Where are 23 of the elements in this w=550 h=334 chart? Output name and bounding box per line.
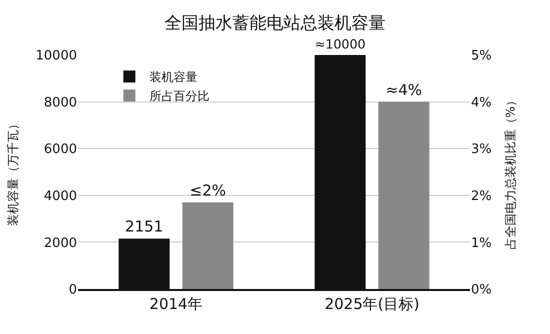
- data-label: ≤2%: [190, 181, 226, 200]
- y-tick-label: 4000: [44, 188, 77, 204]
- y-tick-label: 2000: [44, 236, 77, 251]
- legend-label: 装机容量: [149, 70, 198, 84]
- y2-tick-label: 2%: [471, 188, 492, 204]
- y-axis-title: 装机容量（万千瓦）: [6, 118, 20, 226]
- data-label: 2151: [125, 218, 164, 236]
- data-label: ≈4%: [386, 80, 422, 99]
- x-tick-label: 2014年: [149, 295, 203, 313]
- y2-tick-label: 3%: [471, 142, 492, 158]
- y-tick-label: 0: [68, 282, 77, 298]
- y-tick-label: 6000: [44, 142, 77, 158]
- legend-label: 所占百分比: [149, 89, 210, 104]
- y-tick-label: 10000: [36, 48, 77, 64]
- y-tick-label: 8000: [44, 95, 77, 110]
- y2-tick-label: 1%: [471, 236, 492, 251]
- y2-axis-title: 占全国电力总装机比重（%）: [504, 94, 518, 250]
- chart-title: 全国抽水蓄能电站总装机容量: [164, 14, 386, 34]
- y2-tick-label: 4%: [471, 95, 492, 110]
- y2-tick-label: 0%: [471, 282, 492, 298]
- x-tick-label: 2025年(目标): [324, 295, 420, 313]
- data-label: ≈10000: [314, 36, 366, 52]
- y2-tick-label: 5%: [471, 48, 492, 64]
